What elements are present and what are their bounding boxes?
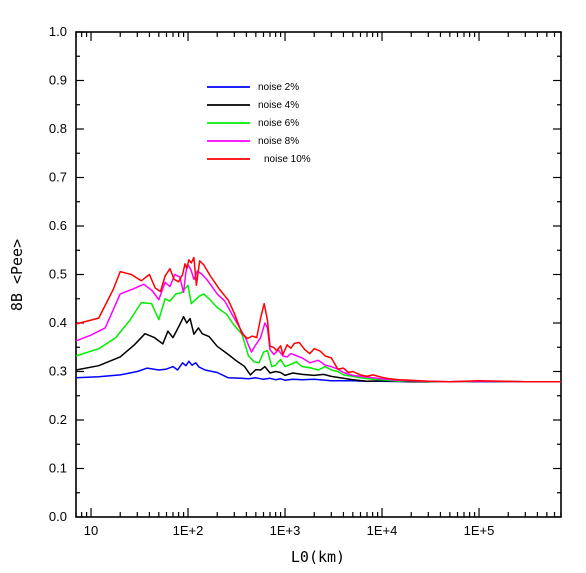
y-tick-label: 0.0 xyxy=(49,509,67,524)
series-line-2 xyxy=(75,315,561,383)
y-tick-label: 0.2 xyxy=(49,412,67,427)
y-tick-label: 1.0 xyxy=(49,24,67,39)
y-tick-label: 0.6 xyxy=(49,218,67,233)
legend: noise 2% noise 4% noise 6% noise 8% noise 10… xyxy=(207,82,311,165)
y-tick-label: 0.7 xyxy=(49,170,67,185)
series-line-1 xyxy=(75,360,561,383)
y-tick-label: 0.3 xyxy=(49,364,67,379)
x-tick-label: 1E+2 xyxy=(173,523,204,538)
series-group xyxy=(75,256,561,383)
series-line-4 xyxy=(75,264,561,383)
x-tick-label: 10 xyxy=(84,523,98,538)
y-tick-label: 0.5 xyxy=(49,267,67,282)
x-axis-title: L0(km) xyxy=(291,548,345,566)
x-tick-label: 1E+4 xyxy=(367,523,398,538)
series-line-5 xyxy=(75,256,561,383)
x-tick-label: 1E+5 xyxy=(464,523,495,538)
x-tick-label: 1E+3 xyxy=(270,523,301,538)
y-tick-label: 0.9 xyxy=(49,73,67,88)
y-axis-title: 8B <Pee> xyxy=(8,239,26,311)
legend-label: noise 2% xyxy=(258,82,299,93)
series-line-3 xyxy=(75,284,561,383)
y-tick-label: 0.1 xyxy=(49,461,67,476)
legend-label: noise 8% xyxy=(258,136,299,147)
legend-label: noise 10% xyxy=(264,154,311,165)
y-tick-label: 0.4 xyxy=(49,315,67,330)
axes: 0.0 0.1 0.2 0.3 0.4 0.5 0.6 0.7 0.8 0.9 1.0 10 1E+2 1… xyxy=(49,24,562,538)
y-tick-label: 0.8 xyxy=(49,121,67,136)
legend-label: noise 4% xyxy=(258,100,299,111)
legend-label: noise 6% xyxy=(258,118,299,129)
